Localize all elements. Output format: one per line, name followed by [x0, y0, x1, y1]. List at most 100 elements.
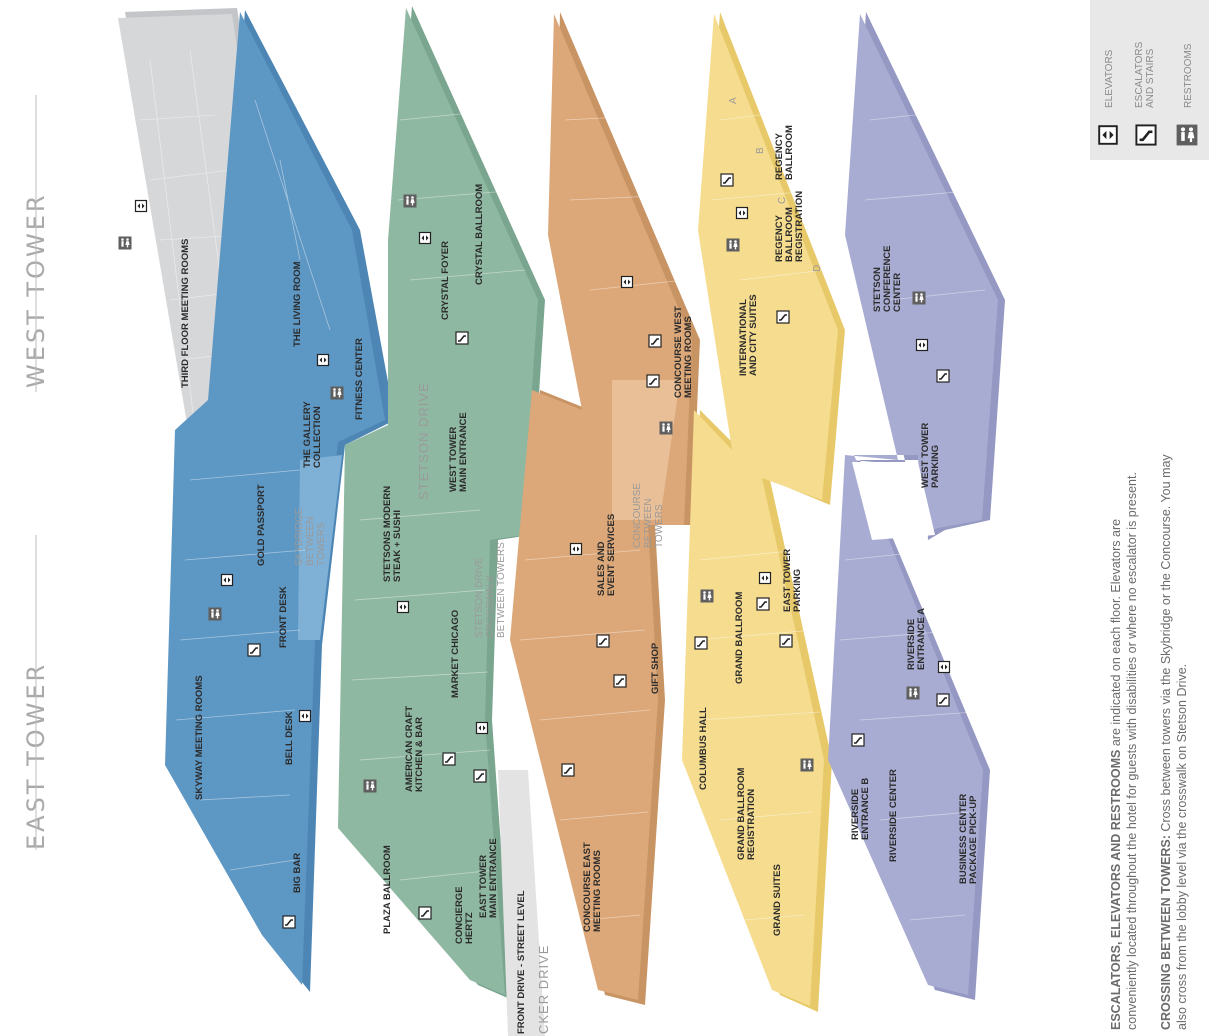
- label-gallery-2: COLLECTION: [312, 406, 323, 468]
- escalator-icon: [282, 915, 296, 929]
- label-stetson-conf-2: CONFERENCE: [882, 245, 893, 312]
- escalator-icon: [613, 674, 627, 688]
- label-stetsons-2: STEAK + SUSHI: [392, 510, 403, 582]
- label-skybridge-1: SKYBRIDGE: [294, 507, 305, 566]
- label-east-tower-entrance-1: EAST TOWER: [478, 855, 489, 918]
- label-skybridge-3: TOWERS: [316, 522, 327, 566]
- note-escalators-line1: ESCALATORS, ELEVATORS AND RESTROOMS are …: [1109, 519, 1123, 1030]
- label-regency-reg-1: REGENCY: [774, 214, 785, 262]
- label-concourse-west-1: CONCOURSE WEST: [673, 306, 684, 398]
- elevator-icon: [937, 660, 951, 674]
- label-section-d: D: [812, 265, 823, 272]
- label-concourse-east-2: MEETING ROOMS: [592, 850, 603, 932]
- restroom-icon: [659, 421, 673, 435]
- front-drive-label: FRONT DRIVE - STREET LEVEL: [516, 890, 527, 1034]
- label-skybridge-2: BETWEEN: [305, 517, 316, 566]
- front-drive-strip: [498, 770, 545, 1036]
- floor-concourse: [510, 12, 700, 1005]
- label-hertz: HERTZ: [464, 912, 475, 944]
- label-business-center-1: BUSINESS CENTER: [958, 794, 969, 884]
- label-american-craft-1: AMERICAN CRAFT: [404, 706, 415, 792]
- label-gallery-1: THE GALLERY: [302, 401, 313, 468]
- legend-escalators-label-1: ESCALATORS: [1134, 41, 1145, 108]
- restroom-icon: [330, 386, 344, 400]
- elevator-icon: [220, 573, 234, 587]
- label-skyway-meeting-rooms: SKYWAY MEETING ROOMS: [194, 675, 205, 800]
- floor-lobby: [338, 6, 545, 1000]
- label-regency-reg-2: BALLROOM: [784, 207, 795, 262]
- crosswalk-label-3: BETWEEN TOWERS: [496, 542, 507, 638]
- label-international-1: INTERNATIONAL: [738, 299, 749, 376]
- restroom-icon: [726, 238, 740, 252]
- note-crossing-line2: also cross from the lobby level via the …: [1175, 664, 1189, 1030]
- label-market-chicago: MARKET CHICAGO: [450, 610, 461, 698]
- escalator-icon: [473, 769, 487, 783]
- label-section-c: C: [777, 197, 788, 204]
- floor-riverside: [828, 12, 1005, 1000]
- restroom-icon: [403, 194, 417, 208]
- restroom-icon: [208, 607, 222, 621]
- label-concourse-between-2: BETWEEN: [643, 499, 654, 548]
- label-plaza-ballroom: PLAZA BALLROOM: [382, 845, 393, 934]
- label-east-tower-parking-2: PARKING: [792, 569, 803, 612]
- elevator-icon: [418, 231, 432, 245]
- escalator-icon: [694, 636, 708, 650]
- label-regency-2: BALLROOM: [784, 125, 795, 180]
- label-stetsons-1: STETSONS MODERN: [382, 486, 393, 582]
- label-east-tower-parking-1: EAST TOWER: [782, 549, 793, 612]
- label-grand-suites: GRAND SUITES: [772, 864, 783, 936]
- elevator-icon: [475, 721, 489, 735]
- crosswalk-label-1: STETSON DRIVE: [474, 557, 485, 638]
- note-escalators-line2: conveniently located throughout the hote…: [1125, 472, 1139, 1030]
- escalator-icon: [247, 643, 261, 657]
- label-crystal-foyer: CRYSTAL FOYER: [440, 241, 451, 320]
- label-columbus-hall: COLUMBUS HALL: [698, 707, 709, 790]
- restroom-icon: [800, 758, 814, 772]
- label-bell-desk: BELL DESK: [284, 711, 295, 765]
- label-west-tower-entrance-2: MAIN ENTRANCE: [458, 412, 469, 492]
- restroom-icon: [912, 291, 926, 305]
- label-riverside-a-2: ENTRANCE A: [916, 608, 927, 670]
- label-sales-1: SALES AND: [596, 541, 607, 596]
- label-concierge: CONCIERGE: [454, 886, 465, 944]
- label-west-tower-parking-2: PARKING: [930, 445, 941, 488]
- legend-elevators-label: ELEVATORS: [1104, 49, 1115, 108]
- escalator-icon: [851, 733, 865, 747]
- label-grand-reg-1: GRAND BALLROOM: [736, 768, 747, 860]
- legend-escalators-label-2: AND STAIRS: [1145, 48, 1156, 108]
- label-concourse-east-1: CONCOURSE EAST: [582, 842, 593, 932]
- escalator-icon: [756, 597, 770, 611]
- label-stetson-conf-1: STETSON: [872, 267, 883, 312]
- label-riverside-b-1: RIVERSIDE: [850, 789, 861, 840]
- label-west-tower-parking-1: WEST TOWER: [920, 423, 931, 488]
- label-grand-reg-2: REGISTRATION: [746, 789, 757, 860]
- label-grand-ballroom: GRAND BALLROOM: [734, 592, 745, 684]
- elevator-icon: [298, 709, 312, 723]
- elevator-icon: [396, 600, 410, 614]
- label-gold-passport: GOLD PASSPORT: [256, 484, 267, 566]
- elevator-icon: [569, 542, 583, 556]
- label-american-craft-2: KITCHEN & BAR: [414, 717, 425, 792]
- label-west-tower-entrance-1: WEST TOWER: [448, 427, 459, 492]
- label-business-center-2: PACKAGE PICK-UP: [968, 795, 979, 884]
- label-stetson-conf-3: CENTER: [892, 273, 903, 312]
- elevator-icon: [134, 199, 148, 213]
- escalator-icon: [646, 374, 660, 388]
- label-section-b: B: [755, 147, 766, 154]
- label-gift-shop: GIFT SHOP: [650, 642, 661, 694]
- restroom-icon: [700, 589, 714, 603]
- escalator-icon: [561, 763, 575, 777]
- label-regency-1: REGENCY: [774, 132, 785, 180]
- label-international-2: AND CITY SUITES: [748, 294, 759, 376]
- label-living-room: THE LIVING ROOM: [292, 261, 303, 347]
- elevator-icon: [735, 206, 749, 220]
- elevator-icon: [915, 338, 929, 352]
- escalator-icon: [720, 173, 734, 187]
- elevator-icon: [620, 275, 634, 289]
- elevator-icon: [316, 353, 330, 367]
- legend-restrooms-label: RESTROOMS: [1183, 43, 1194, 108]
- escalator-icon: [936, 693, 950, 707]
- label-section-a: A: [728, 97, 739, 104]
- restroom-icon: [1176, 124, 1198, 146]
